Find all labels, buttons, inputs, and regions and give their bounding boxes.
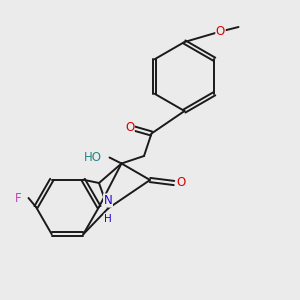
- Text: O: O: [125, 121, 134, 134]
- Text: O: O: [216, 25, 225, 38]
- Text: H: H: [104, 214, 112, 224]
- Text: N: N: [103, 194, 112, 207]
- Text: O: O: [176, 176, 186, 190]
- Text: HO: HO: [84, 151, 102, 164]
- Text: F: F: [14, 191, 21, 205]
